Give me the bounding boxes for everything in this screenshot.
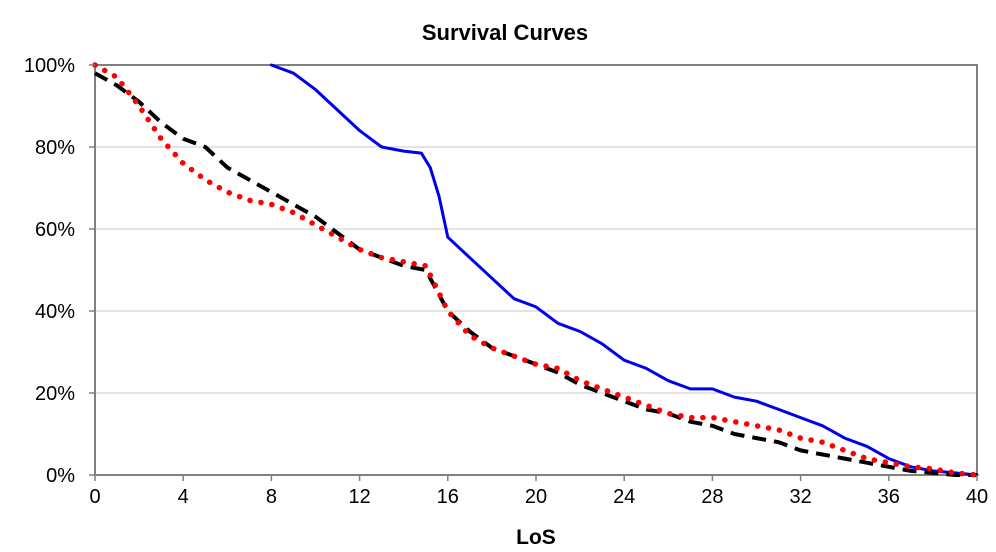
x-tick-label-2: 8 (266, 486, 277, 508)
x-tick-label-7: 28 (701, 486, 723, 508)
series-line-solid-blue (269, 63, 979, 477)
x-axis-label: LoS (516, 526, 556, 549)
x-tick-label-5: 20 (525, 486, 547, 508)
series-line-dashed-black (94, 71, 977, 477)
y-tick-label-0: 0% (46, 465, 75, 487)
y-tick-label-3: 60% (35, 219, 75, 241)
x-tick-label-10: 40 (966, 486, 988, 508)
y-tick-label-5: 100% (24, 55, 75, 77)
x-tick-label-8: 32 (789, 486, 811, 508)
gridlines (95, 146, 977, 394)
x-tick-label-3: 12 (348, 486, 370, 508)
y-tick-label-4: 80% (35, 137, 75, 159)
y-tick-label-2: 40% (35, 301, 75, 323)
x-tick-label-0: 0 (89, 486, 100, 508)
x-tick-label-6: 24 (613, 486, 635, 508)
y-tick-label-1: 20% (35, 383, 75, 405)
x-tick-label-4: 16 (437, 486, 459, 508)
plot-area-border (94, 64, 978, 476)
x-tick-label-9: 36 (878, 486, 900, 508)
series-lines (92, 62, 980, 478)
x-axis-ticks: 0 4 8 12 16 20 24 28 32 36 40 (89, 475, 988, 508)
x-tick-label-1: 4 (178, 486, 189, 508)
y-axis-ticks: 0% 20% 40% 60% 80% 100% (24, 55, 95, 487)
chart-title: Survival Curves (422, 20, 588, 45)
series-line-dotted-red (92, 62, 980, 478)
